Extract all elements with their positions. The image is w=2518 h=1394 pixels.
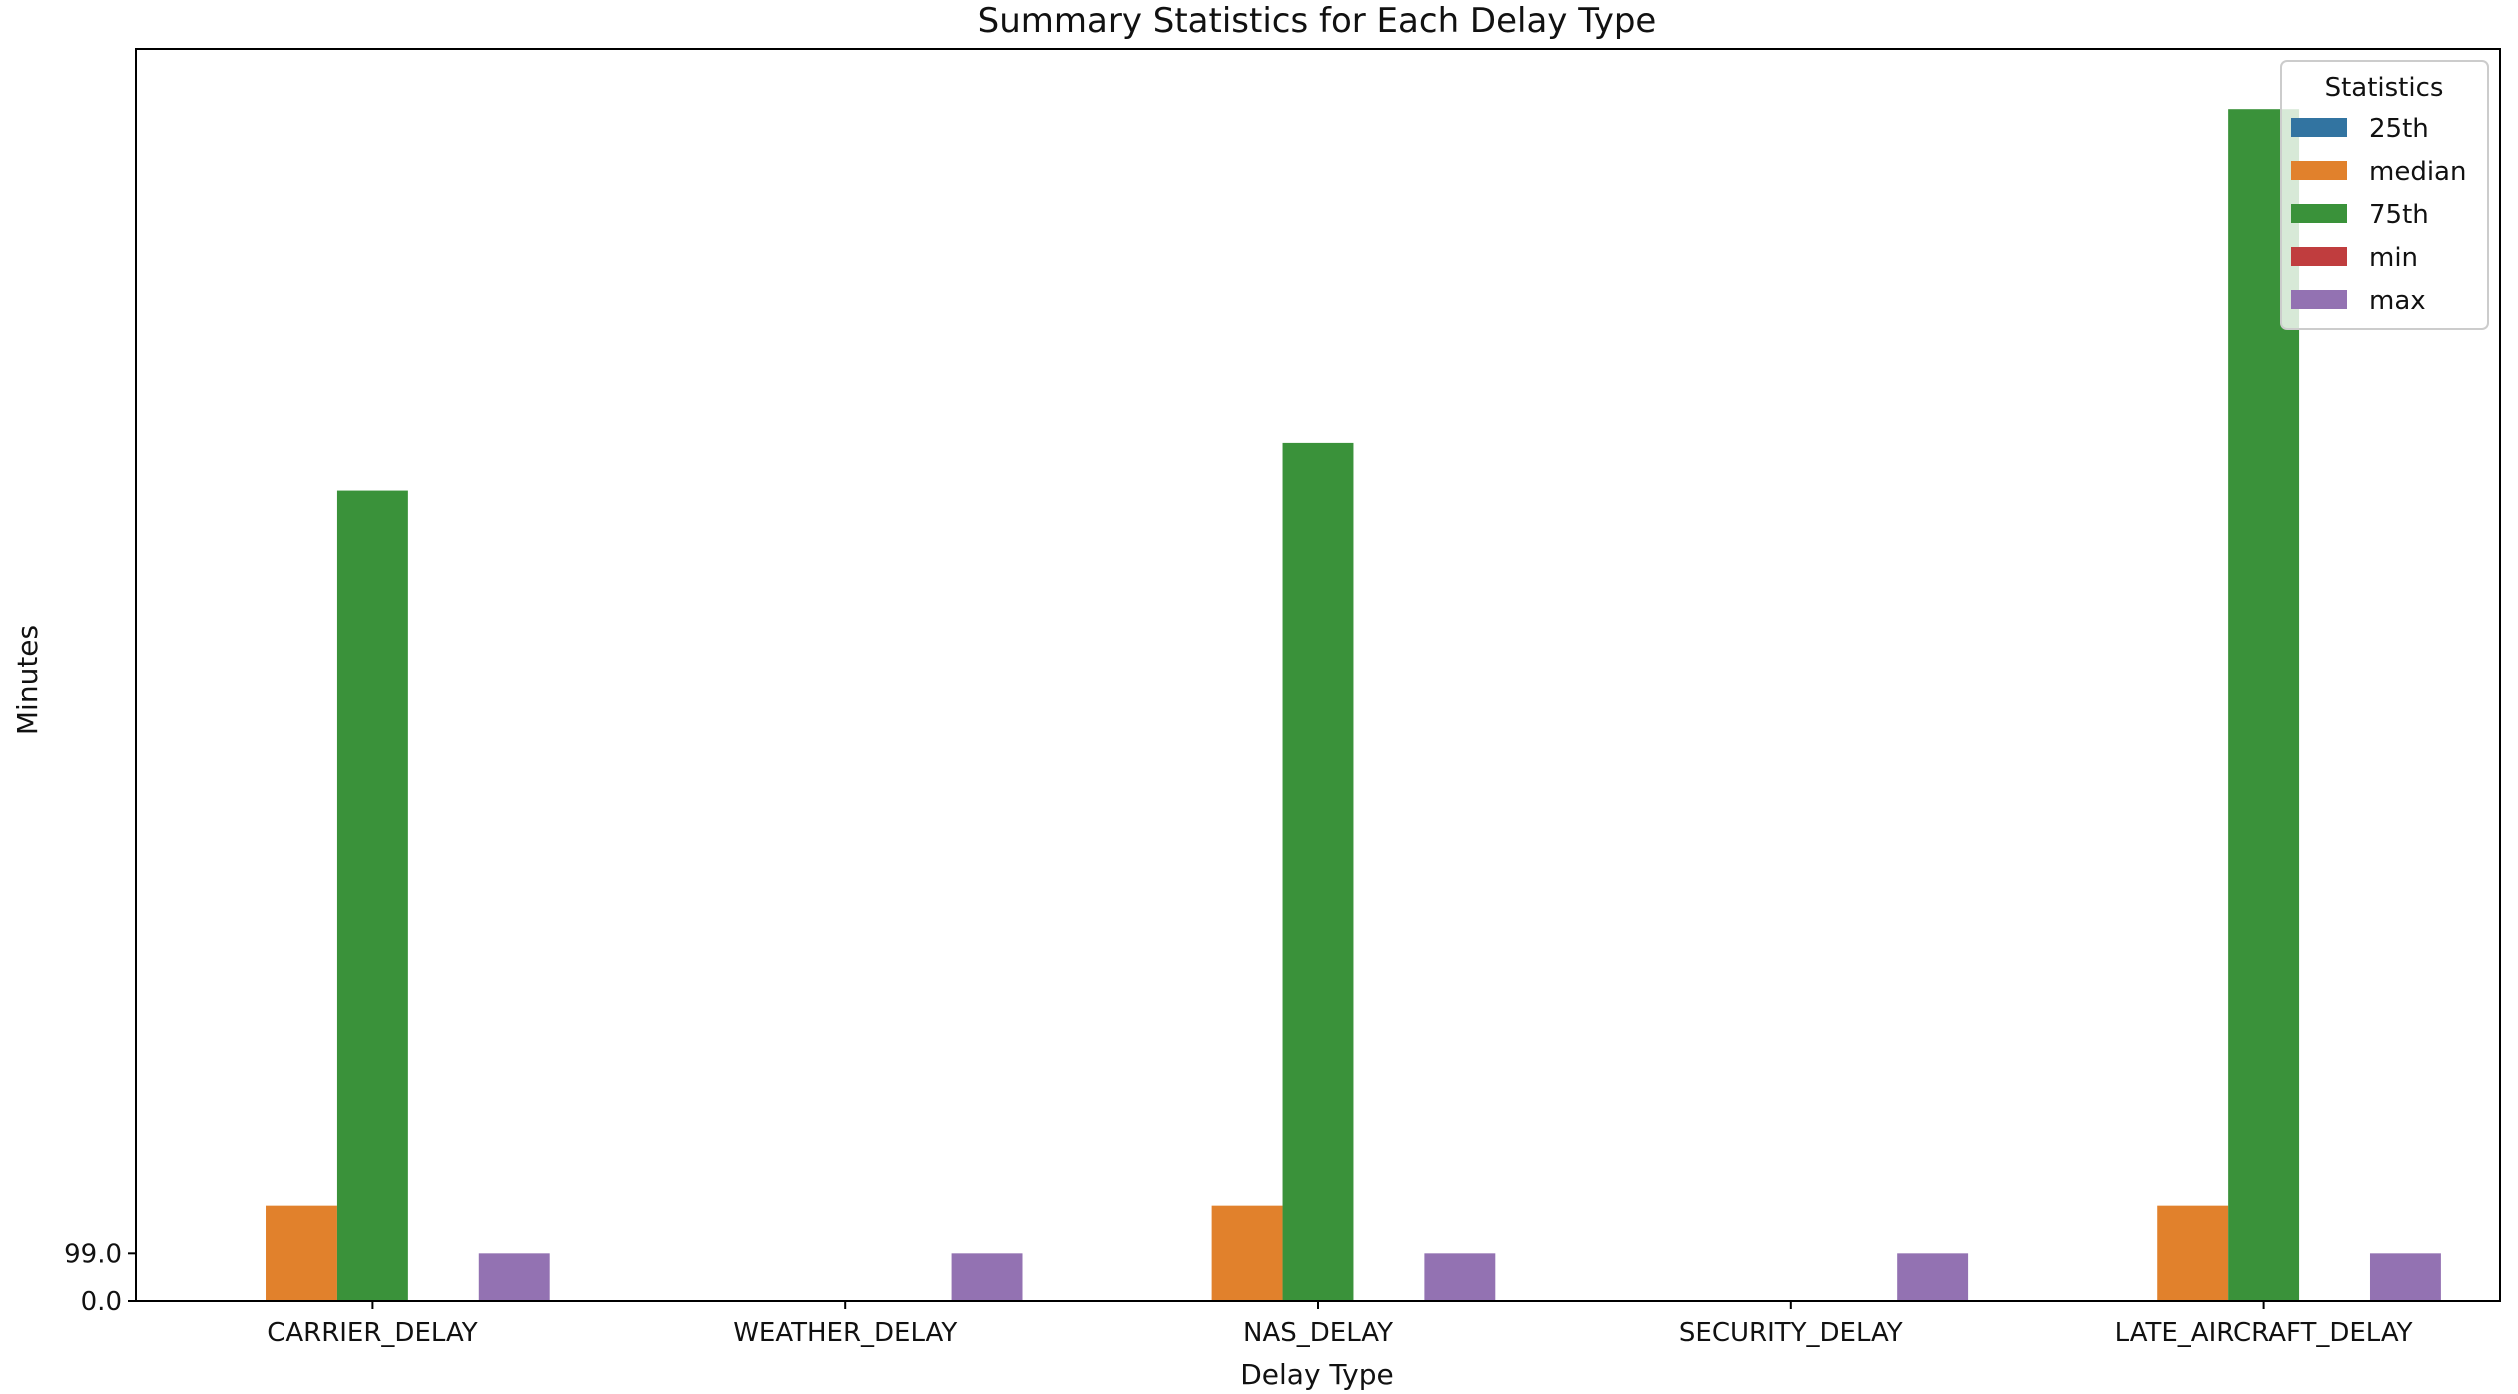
legend: Statistics 25th median 75th min max [2280, 60, 2489, 330]
x-axis-label: Delay Type [1240, 1358, 1394, 1391]
y-tick-label: 99.0 [64, 1239, 122, 1269]
legend-label-max: max [2369, 286, 2426, 316]
legend-label-75th: 75th [2369, 200, 2429, 230]
bar-75th-carrier_delay [336, 490, 408, 1301]
chart-title: Summary Statistics for Each Delay Type [978, 1, 1657, 41]
legend-label-25th: 25th [2369, 114, 2429, 144]
x-tick-label: WEATHER_DELAY [733, 1318, 957, 1348]
legend-items: 25th median 75th min max [2291, 114, 2466, 316]
legend-swatch-25th [2291, 118, 2347, 137]
legend-swatch-median [2291, 161, 2347, 180]
legend-label-median: median [2369, 157, 2466, 187]
legend-title: Statistics [2325, 73, 2444, 103]
legend-swatch-75th [2291, 204, 2347, 223]
bar-max-carrier_delay [478, 1253, 550, 1301]
y-axis: 0.0 99.0 [64, 1239, 136, 1317]
x-tick-label: NAS_DELAY [1243, 1318, 1393, 1348]
bar-max-security_delay [1897, 1253, 1969, 1301]
bar-median-nas_delay [1211, 1205, 1283, 1301]
bar-median-carrier_delay [266, 1205, 337, 1301]
legend-swatch-max [2291, 290, 2347, 309]
x-tick-label: SECURITY_DELAY [1679, 1318, 1903, 1348]
y-axis-label: Minutes [11, 625, 44, 735]
legend-label-min: min [2369, 243, 2418, 273]
legend-swatch-min [2291, 247, 2347, 266]
bar-max-late_aircraft_delay [2369, 1253, 2441, 1301]
bar-median-late_aircraft_delay [2157, 1205, 2229, 1301]
bar-max-weather_delay [951, 1253, 1023, 1301]
y-tick-label: 0.0 [81, 1287, 122, 1317]
x-axis: CARRIER_DELAY WEATHER_DELAY NAS_DELAY SECUR… [267, 1301, 2413, 1348]
x-tick-label: CARRIER_DELAY [267, 1318, 478, 1348]
bar-75th-nas_delay [1282, 442, 1354, 1302]
bar-max-nas_delay [1424, 1253, 1496, 1301]
x-tick-label: LATE_AIRCRAFT_DELAY [2115, 1318, 2413, 1348]
